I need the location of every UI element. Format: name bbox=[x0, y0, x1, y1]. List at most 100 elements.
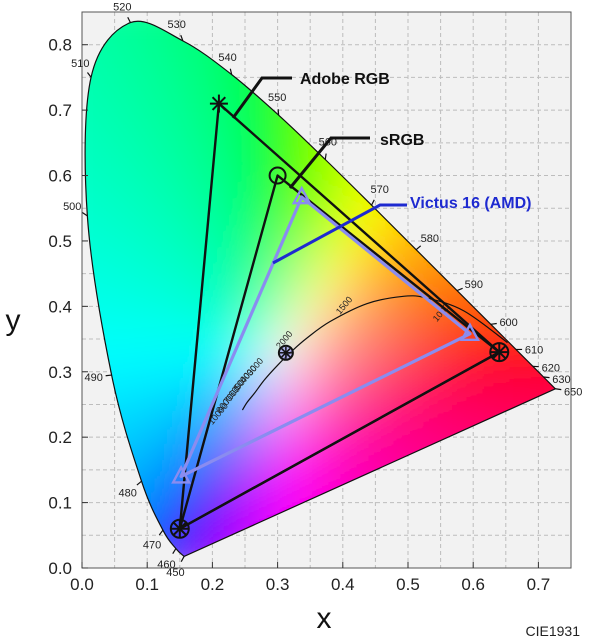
color-cell bbox=[578, 494, 589, 512]
color-cell bbox=[252, 0, 270, 5]
color-cell bbox=[366, 428, 385, 447]
color-cell bbox=[203, 199, 222, 218]
color-cell bbox=[170, 493, 189, 512]
color-cell bbox=[219, 215, 238, 234]
color-cell bbox=[513, 362, 532, 381]
color-cell bbox=[350, 248, 369, 267]
color-cell bbox=[481, 0, 499, 5]
color-cell bbox=[219, 297, 238, 316]
color-cell bbox=[578, 428, 589, 446]
color-cell bbox=[497, 0, 515, 5]
color-cell bbox=[203, 460, 222, 479]
y-tick-label: 0.5 bbox=[48, 232, 72, 251]
color-cell bbox=[366, 444, 385, 463]
color-cell bbox=[203, 0, 221, 5]
color-cell bbox=[105, 215, 124, 234]
color-cell bbox=[284, 133, 303, 152]
color-cell bbox=[121, 313, 140, 332]
color-cell bbox=[382, 231, 401, 250]
color-cell bbox=[138, 444, 157, 463]
color-cell bbox=[382, 330, 401, 349]
color-cell bbox=[252, 346, 271, 365]
color-cell bbox=[496, 362, 515, 381]
color-cell bbox=[317, 281, 336, 299]
color-cell bbox=[284, 313, 303, 332]
color-cell bbox=[40, 19, 58, 37]
white-point-cross bbox=[281, 348, 291, 358]
wavelength-label: 650 bbox=[564, 386, 582, 398]
color-cell bbox=[203, 428, 222, 447]
color-cell bbox=[301, 248, 320, 267]
color-cell bbox=[268, 362, 287, 381]
color-cell bbox=[236, 493, 254, 512]
color-cell bbox=[464, 362, 483, 381]
color-cell bbox=[121, 68, 140, 87]
color-cell bbox=[317, 264, 336, 283]
color-cell bbox=[105, 231, 124, 250]
color-cell bbox=[154, 493, 173, 512]
color-cell bbox=[40, 412, 58, 430]
color-cell bbox=[333, 231, 352, 250]
color-cell bbox=[138, 313, 157, 332]
color-cell bbox=[317, 411, 336, 430]
color-cell bbox=[57, 85, 75, 103]
color-cell bbox=[578, 3, 589, 21]
color-cell bbox=[220, 0, 238, 5]
color-cell bbox=[333, 411, 352, 430]
color-cell bbox=[301, 281, 320, 299]
color-cell bbox=[154, 379, 173, 398]
color-cell bbox=[121, 231, 140, 250]
color-cell bbox=[317, 379, 336, 398]
color-cell bbox=[431, 330, 450, 349]
color-cell bbox=[350, 444, 369, 463]
color-cell bbox=[170, 84, 189, 103]
color-cell bbox=[121, 379, 140, 398]
color-cell bbox=[121, 346, 140, 365]
color-cell bbox=[382, 444, 401, 463]
callout-victus: Victus 16 (AMD) bbox=[272, 195, 532, 265]
color-cell bbox=[578, 216, 589, 234]
color-cell bbox=[57, 265, 75, 283]
color-cell bbox=[252, 460, 271, 479]
color-cell bbox=[284, 281, 303, 299]
color-cell bbox=[154, 362, 173, 381]
color-cell bbox=[219, 281, 238, 299]
color-cell bbox=[121, 281, 140, 299]
color-cell bbox=[57, 216, 75, 234]
color-cell bbox=[317, 362, 336, 381]
color-cell bbox=[187, 133, 206, 152]
color-cell bbox=[138, 297, 157, 316]
color-cell bbox=[121, 215, 140, 234]
color-cell bbox=[578, 134, 589, 152]
color-cell bbox=[382, 313, 401, 332]
srgb-vertex-marker bbox=[268, 166, 287, 185]
color-cell bbox=[382, 379, 401, 398]
color-cell bbox=[285, 0, 303, 5]
wavelength-tick bbox=[172, 548, 177, 554]
color-cell bbox=[301, 313, 320, 332]
color-cell bbox=[399, 346, 417, 365]
color-cell bbox=[219, 460, 238, 479]
color-cell bbox=[301, 297, 320, 316]
color-cell bbox=[105, 101, 124, 120]
color-cell bbox=[85, 133, 91, 152]
wavelength-label: 530 bbox=[167, 19, 185, 31]
color-cell bbox=[138, 182, 157, 201]
color-cell bbox=[138, 166, 157, 185]
color-cell bbox=[333, 330, 352, 349]
color-cell bbox=[170, 182, 189, 201]
color-cell bbox=[415, 0, 433, 5]
color-cell bbox=[448, 0, 466, 5]
color-cell bbox=[154, 231, 173, 250]
color-cell bbox=[318, 0, 336, 5]
color-cell bbox=[57, 346, 75, 364]
color-cell bbox=[89, 68, 108, 87]
color-cell bbox=[40, 3, 58, 21]
color-cell bbox=[578, 297, 589, 315]
color-cell bbox=[105, 248, 124, 267]
color-cell bbox=[252, 150, 271, 169]
color-cell bbox=[203, 362, 222, 381]
color-cell bbox=[40, 134, 58, 152]
color-cell bbox=[89, 248, 108, 267]
color-cell bbox=[383, 0, 401, 5]
